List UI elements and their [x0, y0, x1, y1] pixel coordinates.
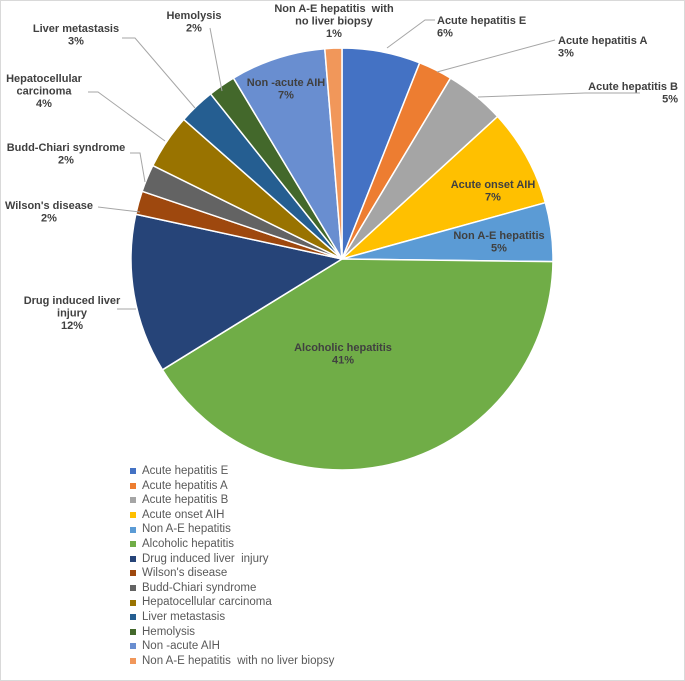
legend-label: Acute onset AIH [142, 508, 225, 521]
legend-item-11: Hemolysis [130, 625, 334, 640]
legend-item-2: Acute hepatitis B [130, 493, 334, 508]
legend-label: Acute hepatitis B [142, 494, 229, 507]
legend-label: Hepatocellular carcinoma [142, 596, 272, 609]
legend-swatch [130, 614, 136, 621]
legend-item-9: Hepatocellular carcinoma [130, 595, 334, 610]
legend-swatch [130, 512, 136, 519]
pie-slice-13 [323, 47, 343, 260]
legend-item-13: Non A-E hepatitis with no liver biopsy [130, 654, 334, 669]
legend-swatch [130, 628, 136, 635]
legend-item-1: Acute hepatitis A [130, 479, 334, 494]
slice-label-12: Non -acute AIH 7% [247, 77, 325, 102]
legend-label: Non A-E hepatitis [142, 523, 231, 536]
slice-label-9: Hepatocellular carcinoma 4% [6, 73, 83, 110]
legend-label: Acute hepatitis E [142, 465, 229, 477]
legend-item-0: Acute hepatitis E [130, 464, 334, 479]
legend-label: Non A-E hepatitis with no liver biopsy [142, 654, 335, 667]
legend-item-4: Non A-E hepatitis [130, 522, 334, 537]
legend-swatch [130, 658, 136, 665]
slice-label-8: Budd-Chiari syndrome 2% [7, 142, 126, 167]
legend-label: Non -acute AIH [142, 640, 220, 653]
leader-line-2 [477, 92, 640, 98]
slice-label-2: Acute hepatitis B 5% [588, 81, 678, 106]
legend-swatch [130, 497, 136, 504]
slice-labels: Acute hepatitis E 6% Acute hepatitis A 3% Ac… [5, 3, 678, 367]
slice-label-5: Alcoholic hepatitis 41% [294, 342, 392, 367]
legend-item-3: Acute onset AIH [130, 508, 334, 523]
legend-item-8: Budd-Chiari syndrome [130, 581, 334, 596]
slice-label-7: Wilson's disease 2% [5, 200, 93, 225]
leader-line-0 [386, 19, 435, 49]
slice-label-6: Drug induced liver injury 12% [24, 295, 121, 332]
leader-line-1 [436, 39, 556, 73]
pie-slice-5 [161, 258, 554, 471]
pie-slice-3 [341, 115, 547, 260]
leader-lines [88, 19, 640, 310]
leader-line-10 [122, 37, 196, 109]
legend-item-10: Liver metastasis [130, 610, 334, 625]
legend-label: Budd-Chiari syndrome [142, 581, 257, 594]
legend-item-5: Alcoholic hepatitis [130, 537, 334, 552]
legend-label: Alcoholic hepatitis [142, 537, 235, 550]
leader-line-11 [209, 27, 223, 92]
legend-swatch [130, 570, 136, 577]
pie-slice-6 [130, 213, 344, 371]
slice-label-3: Acute onset AIH 7% [451, 179, 536, 204]
legend-swatch [130, 585, 136, 592]
legend-swatch [130, 526, 136, 533]
slice-label-1: Acute hepatitis A 3% [558, 35, 647, 60]
leader-line-8 [130, 152, 146, 183]
legend-label: Drug induced liver injury [142, 552, 269, 565]
legend-item-12: Non -acute AIH [130, 639, 334, 654]
legend-swatch [130, 555, 136, 562]
legend-swatch [130, 643, 136, 650]
legend-swatch [130, 541, 136, 548]
legend-item-7: Wilson's disease [130, 566, 334, 581]
slice-label-0: Acute hepatitis E 6% [437, 15, 526, 40]
slice-label-13: Non A-E hepatitis with no liver biopsy 1% [274, 3, 394, 40]
legend-swatch [130, 468, 136, 475]
legend-label: Acute hepatitis A [142, 479, 228, 492]
legend-item-6: Drug induced liver injury [130, 552, 334, 567]
legend-swatch [130, 482, 136, 489]
slice-label-10: Liver metastasis 3% [33, 23, 119, 48]
slice-label-4: Non A-E hepatitis 5% [453, 230, 544, 255]
legend-label: Hemolysis [142, 625, 196, 638]
legend-label: Wilson's disease [142, 567, 228, 580]
leader-line-7 [97, 206, 141, 213]
legend: Acute hepatitis E Acute hepatitis A Acute … [130, 464, 334, 668]
pie-slices [130, 47, 554, 471]
legend-swatch [130, 599, 136, 606]
legend-label: Liver metastasis [142, 610, 226, 623]
leader-line-9 [88, 91, 166, 142]
slice-label-11: Hemolysis 2% [166, 10, 221, 35]
